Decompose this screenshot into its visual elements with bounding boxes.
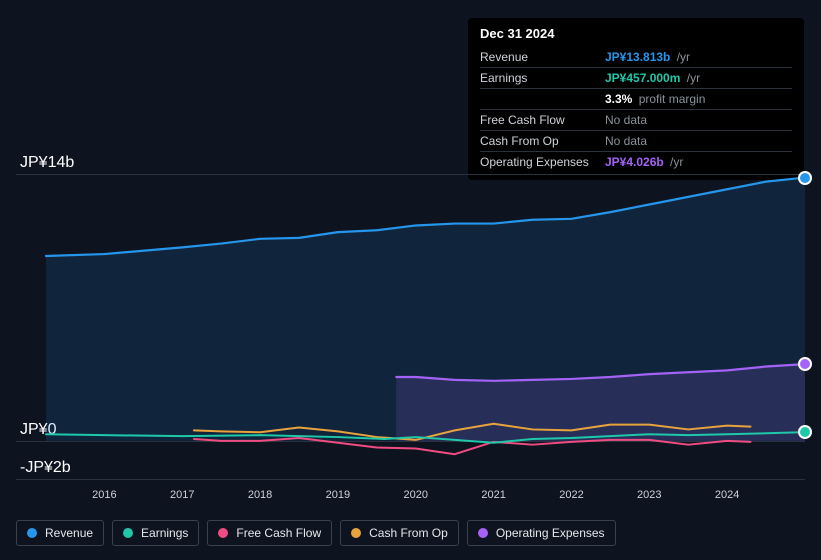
legend-dot-icon: [351, 528, 361, 538]
legend-dot-icon: [123, 528, 133, 538]
tooltip-row: RevenueJP¥13.813b /yr: [480, 47, 792, 68]
tooltip-row: Free Cash FlowNo data: [480, 110, 792, 131]
tooltip-row: EarningsJP¥457.000m /yr: [480, 68, 792, 89]
series-endpoint-earnings: [800, 427, 810, 437]
x-axis-label: 2022: [559, 489, 583, 501]
legend-label: Revenue: [45, 526, 93, 540]
tooltip-label: Cash From Op: [480, 131, 605, 152]
financials-chart[interactable]: JP¥14bJP¥0-JP¥2b: [16, 160, 805, 480]
chart-legend: Revenue Earnings Free Cash Flow Cash From O…: [16, 520, 616, 546]
series-endpoint-revenue: [800, 173, 810, 183]
tooltip-value: No data: [605, 110, 792, 131]
x-axis-label: 2020: [404, 489, 428, 501]
legend-label: Free Cash Flow: [236, 526, 321, 540]
tooltip-label: Revenue: [480, 47, 605, 68]
x-axis-label: 2018: [248, 489, 272, 501]
legend-dot-icon: [218, 528, 228, 538]
legend-dot-icon: [27, 528, 37, 538]
legend-label: Operating Expenses: [496, 526, 605, 540]
x-axis-label: 2023: [637, 489, 661, 501]
tooltip-row: Cash From OpNo data: [480, 131, 792, 152]
legend-label: Earnings: [141, 526, 188, 540]
tooltip-value: JP¥13.813b /yr: [605, 47, 792, 68]
legend-item-free-cash-flow[interactable]: Free Cash Flow: [207, 520, 332, 546]
series-endpoint-operating-expenses: [800, 359, 810, 369]
tooltip-value: 3.3% profit margin: [605, 89, 792, 110]
tooltip-date: Dec 31 2024: [480, 26, 792, 41]
tooltip-label: Free Cash Flow: [480, 110, 605, 131]
legend-item-operating-expenses[interactable]: Operating Expenses: [467, 520, 616, 546]
legend-dot-icon: [478, 528, 488, 538]
legend-item-cash-from-op[interactable]: Cash From Op: [340, 520, 459, 546]
x-axis-label: 2017: [170, 489, 194, 501]
legend-label: Cash From Op: [369, 526, 448, 540]
x-axis-label: 2016: [92, 489, 116, 501]
x-axis-label: 2021: [481, 489, 505, 501]
tooltip-value: JP¥457.000m /yr: [605, 68, 792, 89]
legend-item-revenue[interactable]: Revenue: [16, 520, 104, 546]
legend-item-earnings[interactable]: Earnings: [112, 520, 199, 546]
x-axis-label: 2024: [715, 489, 739, 501]
tooltip-value: No data: [605, 131, 792, 152]
x-axis-label: 2019: [326, 489, 350, 501]
chart-svg: [16, 160, 807, 481]
tooltip-label: Earnings: [480, 68, 605, 89]
tooltip-label: [480, 89, 605, 110]
tooltip-row: 3.3% profit margin: [480, 89, 792, 110]
